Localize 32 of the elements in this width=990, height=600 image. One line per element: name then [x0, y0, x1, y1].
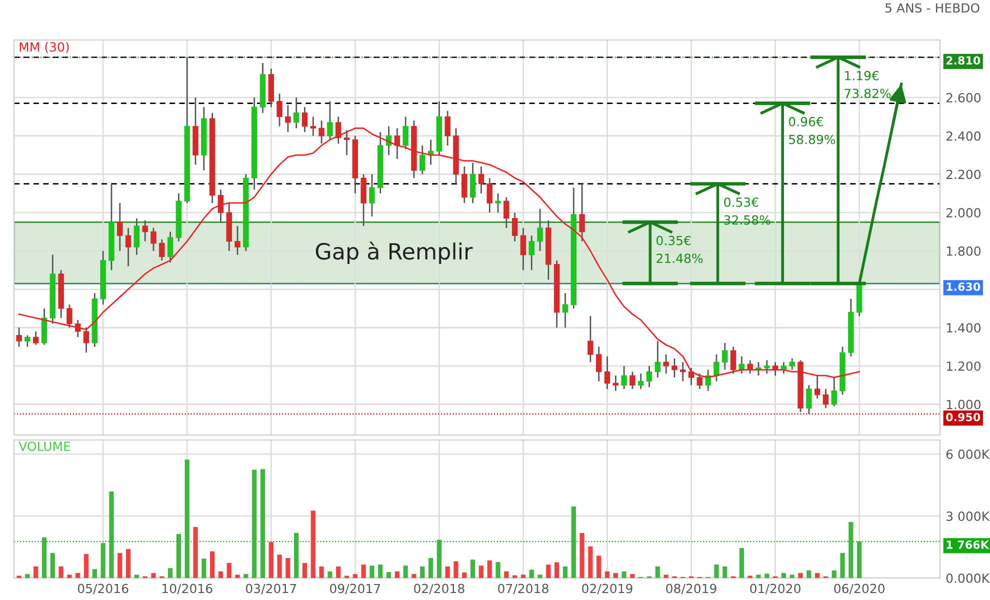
y-tick-label: 1.000: [946, 400, 981, 410]
ref-line-label: 2.810: [946, 56, 980, 65]
x-tick-label: 01/2020: [750, 584, 800, 594]
x-tick-label: 02/2019: [582, 584, 632, 594]
chart-title: VOLUME: [18, 442, 70, 452]
y-tick-label: 1.400: [946, 323, 981, 333]
chart-subtitle: 5 ANS - HEBDO: [886, 3, 980, 13]
text: MM (30): [20, 42, 69, 54]
ref-line-label: 1.630: [946, 282, 980, 291]
x-tick-label: 05/2016: [78, 584, 128, 594]
x-tick-label: 03/2017: [246, 584, 296, 594]
y-tick-label: 2.400: [946, 131, 981, 141]
x-tick-label: 02/2018: [414, 584, 464, 594]
y-tick-label: 2.200: [946, 170, 981, 180]
y-tick-label: 2.600: [946, 92, 981, 102]
ref-line-label: 1 766K: [946, 540, 990, 549]
ref-line-label: 0.950: [946, 412, 980, 422]
band-label: Gap à Remplir: [316, 242, 473, 264]
x-tick-label: 08/2019: [666, 584, 716, 594]
annotation: 1.19€ 73.82%: [844, 70, 891, 98]
y-tick-label: 2.000: [946, 208, 981, 218]
y-tick-label: 6 000K: [946, 450, 990, 459]
x-tick-label: 10/2016: [162, 584, 212, 594]
y-tick-label: 0.000K: [946, 573, 990, 583]
y-tick-label: 1.800: [946, 246, 981, 256]
x-tick-label: 07/2018: [498, 584, 548, 594]
x-tick-label: 06/2020: [834, 584, 884, 594]
annotation: 0.35€ 21.48%: [656, 236, 703, 264]
y-tick-label: 3 000K: [946, 511, 990, 521]
y-tick-label: 1.200: [946, 361, 981, 371]
x-tick-label: 09/2017: [330, 584, 380, 594]
annotation: 0.96€ 58.89%: [788, 116, 836, 144]
